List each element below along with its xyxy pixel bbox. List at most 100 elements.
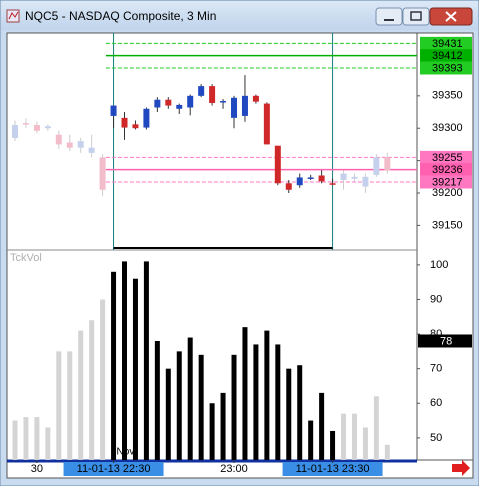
- volume-bar: [56, 351, 62, 460]
- y-tick-label: 60: [430, 397, 442, 409]
- volume-bar: [286, 368, 292, 460]
- candle-body: [22, 123, 29, 125]
- volume-bar: [319, 392, 325, 460]
- candle-body: [77, 141, 84, 148]
- candle-body: [11, 124, 18, 138]
- volume-bar: [111, 271, 117, 460]
- volume-bar: [34, 417, 40, 460]
- candle-body: [351, 176, 358, 179]
- volume-bar: [275, 344, 281, 460]
- candle-body: [132, 124, 139, 129]
- level-label: 39412: [432, 50, 463, 62]
- volume-bar: [362, 427, 368, 460]
- maximize-button[interactable]: [402, 7, 430, 26]
- x-tick-label: 23:00: [220, 463, 248, 475]
- level-label: 39236: [432, 164, 463, 176]
- volume-bar: [132, 278, 138, 460]
- level-label-box: [420, 163, 472, 177]
- scroll-arrow[interactable]: [452, 460, 470, 476]
- volume-bar: [253, 344, 259, 460]
- candle-body: [241, 95, 248, 116]
- chart-layer: 3915039200392503930039350394313941239393…: [11, 33, 472, 476]
- x-tick-label: 30: [31, 463, 43, 475]
- volume-bar: [198, 354, 204, 460]
- candle-body: [198, 86, 205, 96]
- candle-body: [220, 101, 227, 103]
- volume-bar: [187, 337, 193, 460]
- app-icon-glyph: [8, 11, 19, 20]
- candle-body: [274, 145, 281, 184]
- volume-bar: [78, 330, 84, 460]
- volume-bar: [242, 327, 248, 460]
- x-tick-highlight: [63, 462, 164, 476]
- y-tick-label: 39150: [432, 219, 463, 231]
- candle-body: [340, 173, 347, 181]
- window-title: NQC5 - NASDAQ Composite, 3 Min: [25, 9, 216, 23]
- level-label: 39217: [432, 176, 463, 188]
- candle-body: [307, 177, 314, 179]
- volume-bar: [330, 430, 336, 460]
- volume-bar: [351, 413, 357, 460]
- candle-body: [209, 86, 216, 103]
- volume-bar: [154, 340, 160, 460]
- volume-bar: [23, 417, 29, 460]
- candle-body: [121, 117, 128, 128]
- x-tick-label: 11-01-13 22:30: [77, 463, 151, 475]
- candle-body: [231, 97, 238, 118]
- chart-area: [6, 32, 474, 461]
- volume-bar: [373, 396, 379, 460]
- volume-bar: [143, 261, 149, 460]
- y-tick-label: 39200: [432, 187, 463, 199]
- maximize-glyph: [410, 11, 422, 21]
- candle-body: [55, 134, 62, 145]
- candle-body: [318, 175, 325, 182]
- volume-bar: [122, 261, 128, 460]
- level-label-box: [420, 150, 472, 164]
- volume-bar: [67, 351, 73, 460]
- candle-body: [165, 99, 172, 106]
- candle-body: [44, 126, 51, 129]
- candle-body: [296, 177, 303, 186]
- level-label-box: [420, 49, 472, 63]
- volume-bar: [308, 420, 314, 460]
- volume-bar: [231, 354, 237, 460]
- volume-bar: [89, 320, 95, 460]
- x-tick-highlight: [282, 462, 383, 476]
- candle-body: [384, 157, 391, 171]
- candle-body: [263, 103, 270, 145]
- minimize-button[interactable]: [375, 7, 403, 26]
- volume-bar: [45, 427, 51, 460]
- level-label-box: [420, 61, 472, 75]
- candle-body: [176, 104, 183, 109]
- level-label-box: [420, 175, 472, 189]
- volume-bar: [165, 368, 171, 460]
- level-label: 39255: [432, 152, 463, 164]
- level-label-box: [420, 36, 472, 50]
- app-icon[interactable]: [6, 9, 20, 23]
- volume-bar: [384, 444, 390, 460]
- current-value-box: [418, 334, 472, 348]
- volume-bar: [341, 413, 347, 460]
- close-glyph: [445, 11, 457, 22]
- volume-bar: [176, 351, 182, 460]
- x-tick-label: 11-01-13 23:30: [296, 463, 370, 475]
- y-tick-label: 70: [430, 363, 442, 375]
- volume-bar: [297, 365, 303, 460]
- y-tick-label: 39350: [432, 90, 463, 102]
- y-tick-label: 90: [430, 293, 442, 305]
- volume-bar: [100, 299, 106, 460]
- volume-bar: [264, 330, 270, 460]
- candle-body: [329, 183, 336, 185]
- level-label: 39431: [432, 38, 463, 50]
- volume-bar: [209, 403, 215, 460]
- candle-body: [99, 157, 106, 190]
- candle-body: [66, 142, 73, 148]
- volume-bar: [12, 420, 18, 460]
- candle-body: [362, 176, 369, 187]
- candle-body: [143, 108, 150, 128]
- volume-panel-label: TckVol: [10, 252, 42, 264]
- candle-body: [285, 183, 292, 190]
- level-label: 39393: [432, 62, 463, 74]
- candle-body: [187, 95, 194, 108]
